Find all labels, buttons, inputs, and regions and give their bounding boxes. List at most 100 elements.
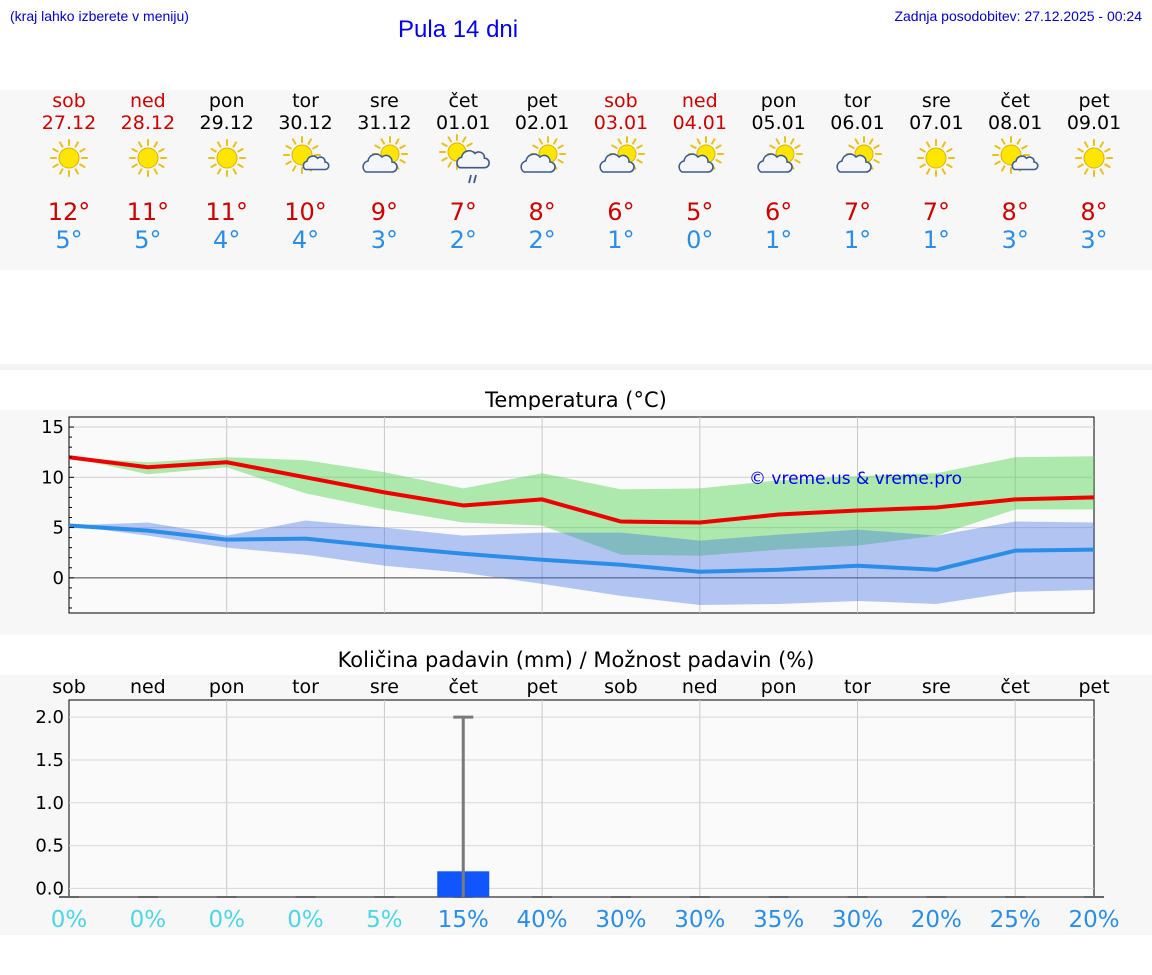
precip-chance: 25% bbox=[990, 907, 1041, 933]
day-column: pon 05.01 6° 1° bbox=[739, 90, 819, 270]
day-column: pet 02.01 8° 2° bbox=[502, 90, 582, 270]
category-label: čet bbox=[1000, 676, 1030, 698]
day-name: pon bbox=[208, 90, 245, 112]
max-temp-line bbox=[68, 455, 1095, 525]
weather-icon bbox=[1064, 130, 1124, 190]
y-tick-label: 5 bbox=[53, 518, 64, 539]
temperature-chart-title: Temperatura (°C) bbox=[485, 388, 667, 412]
y-tick-label: 1.0 bbox=[35, 793, 64, 814]
partly-cloudy-icon bbox=[678, 136, 724, 173]
day-date: 06.01 bbox=[830, 112, 885, 134]
temp-max: 6° bbox=[607, 198, 635, 226]
temp-min: 1° bbox=[922, 226, 950, 254]
watermark: © vreme.us & vreme.pro bbox=[749, 469, 962, 489]
temp-min: 2° bbox=[449, 226, 477, 254]
weather-icon bbox=[433, 130, 493, 190]
category-label: sre bbox=[370, 676, 399, 698]
weather-icon bbox=[276, 130, 336, 190]
temp-min: 5° bbox=[134, 226, 162, 254]
weather-icon bbox=[197, 130, 257, 190]
temp-min: 3° bbox=[1001, 226, 1029, 254]
category-label: sre bbox=[922, 676, 951, 698]
page-title: Pula 14 dni bbox=[398, 16, 519, 43]
day-date: 05.01 bbox=[751, 112, 806, 134]
weather-icon bbox=[512, 130, 572, 190]
y-tick-label: 15 bbox=[41, 417, 64, 438]
temp-max: 5° bbox=[686, 198, 714, 226]
partly-cloudy-icon bbox=[362, 136, 409, 173]
day-name: pet bbox=[1078, 90, 1110, 112]
day-date: 03.01 bbox=[593, 112, 649, 134]
sun-icon bbox=[128, 139, 167, 177]
precip-chance: 30% bbox=[595, 907, 646, 933]
weather-icon bbox=[118, 130, 178, 190]
temp-max: 12° bbox=[47, 198, 91, 226]
temp-max: 6° bbox=[765, 198, 793, 226]
category-label: ned bbox=[682, 676, 718, 698]
y-tick-label: 1.5 bbox=[35, 750, 64, 771]
daily-forecast: sob 27.12 12° 5° ned 28.12 11° 5° pon 29.12 11° 4° t… bbox=[0, 90, 1152, 270]
category-label: čet bbox=[448, 676, 478, 698]
weather-icon bbox=[39, 130, 99, 190]
precip-chance: 5% bbox=[366, 907, 403, 933]
partly-cloudy-icon bbox=[599, 136, 645, 173]
day-column: tor 30.12 10° 4° bbox=[266, 90, 346, 270]
precip-chance: 20% bbox=[911, 907, 962, 933]
temp-max: 11° bbox=[126, 198, 170, 226]
day-column: sob 27.12 12° 5° bbox=[29, 90, 109, 270]
day-date: 07.01 bbox=[909, 112, 964, 134]
day-column: sob 03.01 6° 1° bbox=[581, 90, 661, 270]
day-date: 31.12 bbox=[357, 112, 412, 134]
day-column: pon 29.12 11° 4° bbox=[187, 90, 267, 270]
location-hint: (kraj lahko izberete v meniju) bbox=[10, 8, 189, 24]
temp-min: 3° bbox=[370, 226, 399, 254]
temp-max: 8° bbox=[1080, 198, 1108, 226]
weather-icon bbox=[591, 130, 651, 190]
category-label: sob bbox=[52, 676, 86, 698]
precip-chance: 0% bbox=[51, 907, 88, 933]
weather-icon bbox=[749, 130, 809, 190]
day-date: 28.12 bbox=[120, 112, 176, 134]
temp-min: 0° bbox=[686, 226, 714, 254]
category-label: pet bbox=[1078, 676, 1109, 698]
day-name: čet bbox=[1000, 90, 1030, 112]
day-date: 29.12 bbox=[199, 112, 254, 134]
day-date: 08.01 bbox=[987, 112, 1043, 134]
day-name: pon bbox=[760, 90, 797, 112]
temp-min: 1° bbox=[843, 226, 872, 254]
y-tick-label: 10 bbox=[41, 467, 64, 488]
temp-min: 3° bbox=[1080, 226, 1108, 254]
sun-icon bbox=[1075, 139, 1114, 177]
day-column: sre 31.12 9° 3° bbox=[344, 90, 424, 270]
temp-max: 9° bbox=[370, 198, 399, 226]
partly-cloudy-icon bbox=[757, 136, 803, 173]
temp-max: 8° bbox=[528, 198, 556, 226]
plot-area bbox=[68, 699, 1095, 898]
precip-chance: 40% bbox=[517, 907, 568, 933]
precip-chance: 0% bbox=[208, 907, 245, 933]
day-name: sre bbox=[921, 90, 951, 112]
temp-min: 5° bbox=[55, 226, 83, 254]
temp-min: 1° bbox=[607, 226, 635, 254]
sun-icon bbox=[207, 139, 246, 177]
day-column: pet 09.01 8° 3° bbox=[1054, 90, 1134, 270]
temp-min: 4° bbox=[291, 226, 320, 254]
last-updated: Zadnja posodobitev: 27.12.2025 - 00:24 bbox=[894, 8, 1142, 24]
day-date: 09.01 bbox=[1066, 112, 1122, 134]
day-column: čet 08.01 8° 3° bbox=[975, 90, 1055, 270]
day-column: sre 07.01 7° 1° bbox=[896, 90, 976, 270]
weather-icon bbox=[354, 130, 414, 190]
day-name: ned bbox=[681, 90, 718, 112]
day-column: tor 06.01 7° 1° bbox=[818, 90, 898, 270]
category-label: ned bbox=[130, 676, 166, 698]
sun-cloud-rain-icon bbox=[439, 134, 491, 184]
day-column: ned 04.01 5° 0° bbox=[660, 90, 740, 270]
sun-small-cloud-icon bbox=[282, 136, 330, 174]
y-tick-label: 2.0 bbox=[35, 707, 64, 728]
weather-icon bbox=[985, 130, 1045, 190]
day-date: 01.01 bbox=[436, 112, 491, 134]
day-name: sre bbox=[369, 90, 399, 112]
y-tick-label: 0 bbox=[53, 568, 64, 589]
day-column: čet 01.01 7° 2° bbox=[423, 90, 503, 270]
day-date: 27.12 bbox=[41, 112, 97, 134]
